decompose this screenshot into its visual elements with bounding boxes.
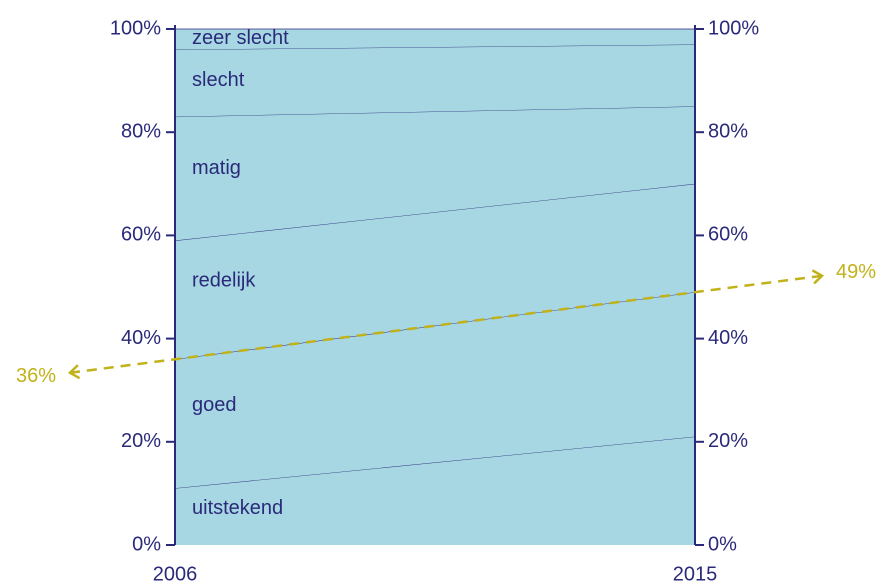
y2-tick-label: 0% bbox=[708, 533, 737, 555]
trend-line bbox=[69, 274, 823, 375]
annotation: 49% bbox=[836, 261, 876, 283]
y2-tick-label: 80% bbox=[708, 120, 748, 142]
x-tick-label: 2015 bbox=[673, 563, 718, 584]
y-tick-label: 100% bbox=[110, 17, 161, 39]
series-label: uitstekend bbox=[192, 497, 283, 519]
series-label: matig bbox=[192, 157, 241, 179]
y-tick-label: 20% bbox=[121, 430, 161, 452]
y2-tick-label: 40% bbox=[708, 327, 748, 349]
area bbox=[175, 292, 695, 489]
area bbox=[175, 436, 695, 545]
y2-tick-label: 100% bbox=[708, 17, 759, 39]
series-label: redelijk bbox=[192, 270, 256, 292]
y-tick-label: 60% bbox=[121, 224, 161, 246]
area bbox=[175, 106, 695, 241]
y-tick-label: 40% bbox=[121, 327, 161, 349]
y2-tick-label: 20% bbox=[708, 430, 748, 452]
series-label: slecht bbox=[192, 69, 245, 91]
x-tick-label: 2006 bbox=[153, 563, 198, 584]
y2-tick-label: 60% bbox=[708, 224, 748, 246]
annotation: 36% bbox=[16, 365, 56, 387]
arrow-head bbox=[67, 364, 81, 380]
arrow-head bbox=[811, 269, 825, 285]
area bbox=[175, 183, 695, 360]
y-tick-label: 80% bbox=[121, 120, 161, 142]
y-tick-label: 0% bbox=[132, 533, 161, 555]
series-label: goed bbox=[192, 394, 237, 416]
area bbox=[175, 29, 695, 50]
series-label: zeer slecht bbox=[192, 27, 289, 49]
area bbox=[175, 44, 695, 117]
